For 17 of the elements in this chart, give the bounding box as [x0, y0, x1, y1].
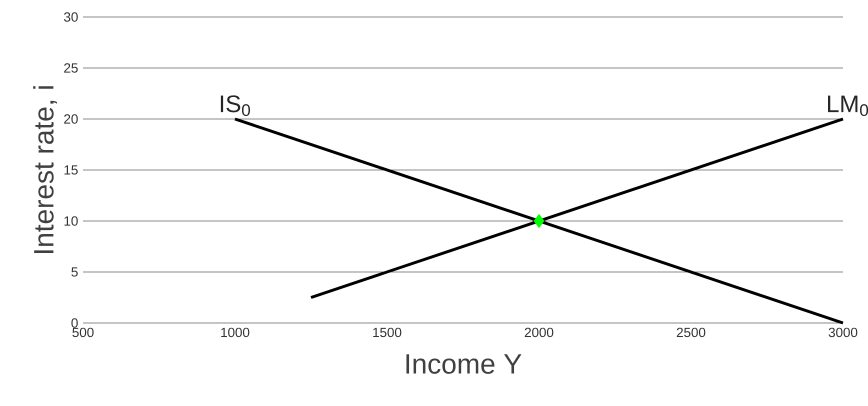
x-axis-title: Income Y [406, 354, 522, 374]
y-tick-label: 15 [64, 165, 78, 175]
series-label: IS$_{0}$ [220, 95, 250, 116]
series-label: LM$_{0}$ [828, 96, 868, 116]
y-tick-label: 30 [64, 12, 78, 22]
y-tick-label: 25 [64, 63, 78, 73]
y-axis-title: Interest rate, i [33, 86, 57, 253]
x-tick-label: 1000 [221, 328, 250, 338]
y-tick-label: 5 [71, 267, 78, 277]
x-tick-label: 1500 [373, 328, 402, 338]
x-tick-label: 2000 [524, 328, 554, 338]
x-tick-label: 500 [72, 328, 94, 338]
y-tick-label: 0 [71, 318, 78, 328]
x-tick-label: 2500 [676, 328, 706, 338]
y-tick-label: 20 [64, 114, 78, 124]
y-tick-label: 10 [64, 216, 78, 226]
x-tick-label: 3000 [828, 328, 858, 338]
